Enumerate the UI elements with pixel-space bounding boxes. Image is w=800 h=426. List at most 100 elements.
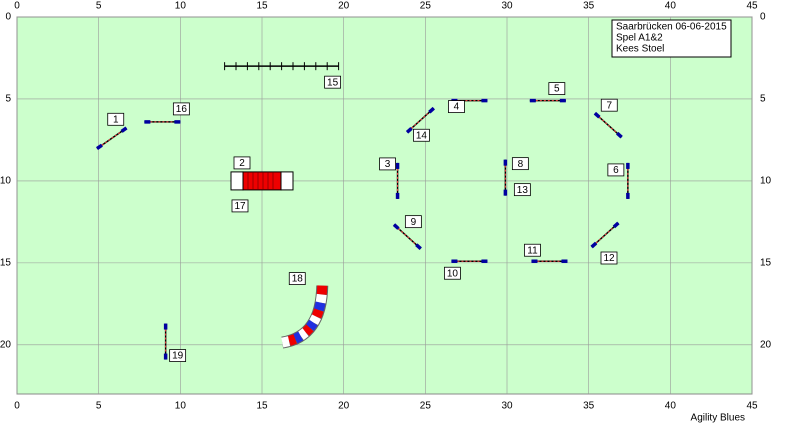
x-tick-label: 35 (583, 401, 595, 412)
obstacle (593, 111, 623, 139)
label-text: 11 (527, 245, 538, 256)
hurdle-wing (405, 126, 413, 134)
hurdle-wing (590, 241, 598, 249)
label-text: 12 (603, 253, 615, 264)
field (16, 16, 753, 395)
label-box (231, 199, 249, 213)
obstacle (590, 221, 620, 249)
y-tick-label: 15 (760, 258, 772, 269)
label-box (513, 183, 531, 197)
info-box: Saarbrücken 06-06-2015 Spel A1&2 Kees St… (611, 19, 732, 58)
obstacle-label: 1 (107, 112, 125, 126)
curve-segment (297, 328, 309, 340)
curve-segment (302, 324, 314, 336)
label-box (413, 128, 430, 142)
x-tick-label: 25 (420, 1, 432, 12)
label-text: 4 (454, 102, 460, 113)
curve-segment (315, 293, 327, 304)
obstacle (230, 171, 294, 191)
curve-segment (292, 331, 304, 344)
x-tick-label: 10 (175, 1, 187, 12)
obstacle-label: 18 (288, 272, 306, 286)
x-tick-label: 25 (420, 401, 432, 412)
x-tick-label: 30 (501, 401, 513, 412)
label-box (448, 100, 465, 113)
obstacle (224, 62, 340, 71)
x-tick-label: 40 (665, 401, 677, 412)
y-tick-label: 15 (0, 258, 11, 269)
x-tick-label: 45 (746, 401, 758, 412)
obstacle (392, 223, 422, 250)
obstacle-label: 17 (231, 199, 249, 213)
obstacle-label: 7 (600, 98, 618, 112)
info-line: Kees Stoel (616, 44, 664, 55)
y-tick-label: 10 (760, 176, 772, 187)
hurdle-wing (415, 243, 422, 250)
y-tick-label: 10 (0, 176, 11, 187)
obstacle-label: 19 (169, 349, 187, 362)
label-box (600, 251, 618, 265)
info-line: Spel A1&2 (616, 33, 663, 44)
obstacle-label: 4 (448, 100, 465, 113)
hurdle-wing (593, 111, 601, 119)
x-tick-label: 20 (338, 401, 350, 412)
tunnel-end (280, 171, 294, 191)
obstacle-label: 11 (524, 243, 541, 257)
curve-segment (314, 301, 326, 312)
hurdle-wing (392, 223, 400, 230)
x-tick-label: 5 (96, 1, 102, 12)
label-text: 1 (113, 114, 119, 125)
hurdle-wing (616, 131, 623, 139)
label-text: 3 (385, 159, 391, 170)
label-box (379, 157, 396, 171)
curve-segment (309, 314, 321, 325)
obstacle-label: 9 (404, 215, 422, 229)
obstacle-label: 14 (413, 128, 430, 142)
label-box (548, 82, 566, 95)
label-text: 18 (292, 274, 304, 285)
tunnel-end (230, 171, 244, 191)
label-text: 7 (606, 100, 612, 111)
info-frame (611, 19, 732, 58)
x-tick-label: 20 (338, 1, 350, 12)
obstacle-label: 2 (233, 156, 251, 170)
label-text: 8 (518, 159, 524, 170)
label-box (233, 156, 251, 170)
curve-segment (287, 334, 297, 346)
y-tick-label: 0 (5, 12, 11, 23)
label-box (511, 157, 529, 171)
label-text: 5 (554, 84, 560, 95)
label-box (524, 243, 541, 257)
x-tick-label: 40 (665, 1, 677, 12)
label-box (107, 112, 125, 126)
hurdle-wing (428, 106, 435, 114)
label-text: 13 (517, 185, 529, 196)
hurdle-wing (120, 126, 128, 133)
x-tick-label: 0 (14, 401, 20, 412)
x-tick-label: 45 (746, 1, 758, 12)
label-text: 16 (176, 104, 188, 115)
footer: Agility Blues (691, 413, 745, 424)
x-tick-label: 5 (96, 401, 102, 412)
curve-segment (305, 319, 318, 331)
label-text: 2 (239, 158, 245, 169)
label-box (324, 75, 342, 89)
x-tick-label: 15 (256, 1, 268, 12)
y-tick-label: 20 (0, 339, 11, 350)
y-tick-label: 0 (760, 12, 766, 23)
label-text: 9 (411, 217, 417, 228)
label-box (607, 163, 625, 177)
obstacle-label: 3 (379, 157, 396, 171)
hurdle-wing (95, 143, 103, 151)
x-tick-label: 0 (14, 1, 20, 12)
hurdle-wing (612, 221, 620, 229)
y-tick-label: 20 (760, 339, 772, 350)
obstacle-label: 8 (511, 157, 529, 171)
label-text: 10 (447, 268, 459, 279)
obstacle (95, 126, 128, 151)
obstacle-label: 10 (444, 266, 461, 280)
label-box (404, 215, 422, 229)
obstacle (281, 285, 329, 349)
label-text: 19 (172, 351, 184, 362)
curve-segment (281, 336, 291, 348)
